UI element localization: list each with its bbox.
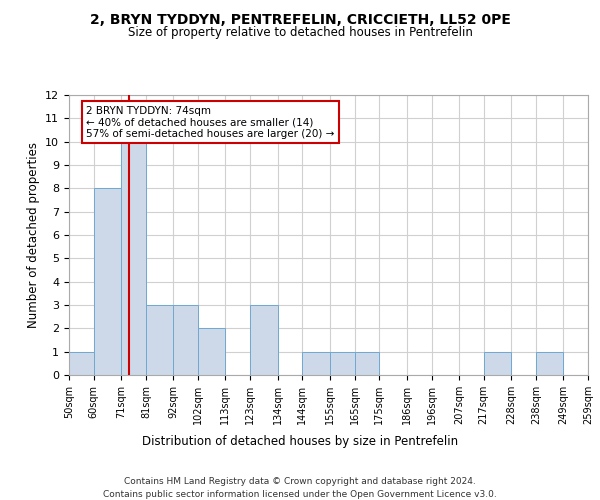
Bar [355, 352, 379, 375]
Bar [121, 142, 146, 375]
Bar [173, 305, 198, 375]
Text: 2, BRYN TYDDYN, PENTREFELIN, CRICCIETH, LL52 0PE: 2, BRYN TYDDYN, PENTREFELIN, CRICCIETH, … [89, 12, 511, 26]
Y-axis label: Number of detached properties: Number of detached properties [26, 142, 40, 328]
Bar [198, 328, 226, 375]
Bar [330, 352, 355, 375]
Bar [536, 352, 563, 375]
Bar [69, 352, 94, 375]
Bar [94, 188, 121, 375]
Text: Size of property relative to detached houses in Pentrefelin: Size of property relative to detached ho… [128, 26, 472, 39]
Text: Distribution of detached houses by size in Pentrefelin: Distribution of detached houses by size … [142, 435, 458, 448]
Text: 2 BRYN TYDDYN: 74sqm
← 40% of detached houses are smaller (14)
57% of semi-detac: 2 BRYN TYDDYN: 74sqm ← 40% of detached h… [86, 106, 335, 138]
Text: Contains public sector information licensed under the Open Government Licence v3: Contains public sector information licen… [103, 490, 497, 499]
Bar [146, 305, 173, 375]
Bar [250, 305, 278, 375]
Text: Contains HM Land Registry data © Crown copyright and database right 2024.: Contains HM Land Registry data © Crown c… [124, 478, 476, 486]
Bar [302, 352, 330, 375]
Bar [484, 352, 511, 375]
